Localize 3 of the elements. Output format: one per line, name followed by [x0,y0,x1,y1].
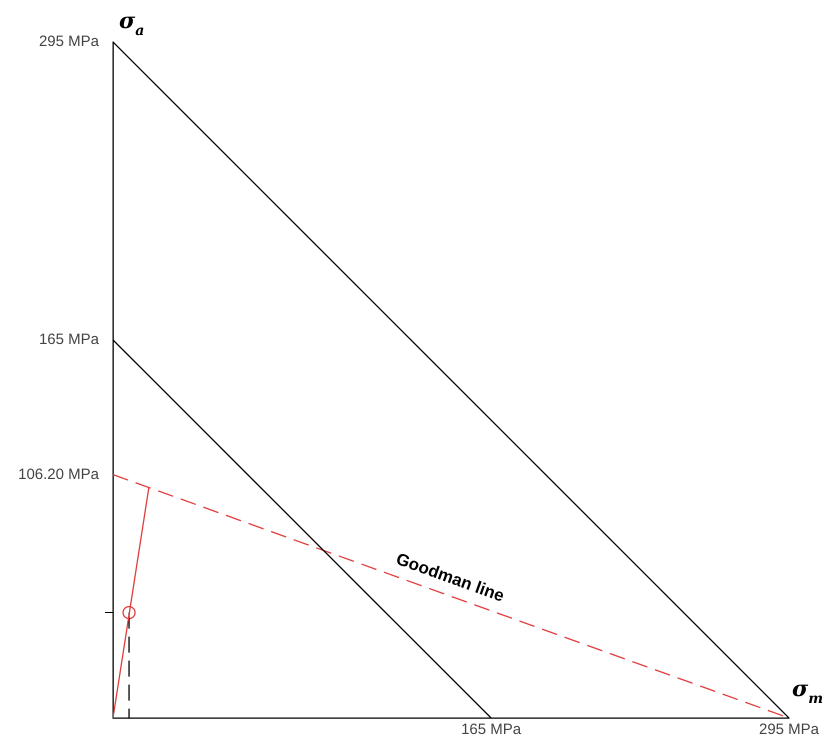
y-tick-label: 165 MPa [38,331,100,348]
y-tick-label: 106.20 MPa [18,466,100,483]
y-tick-label: 295 MPa [38,33,100,50]
